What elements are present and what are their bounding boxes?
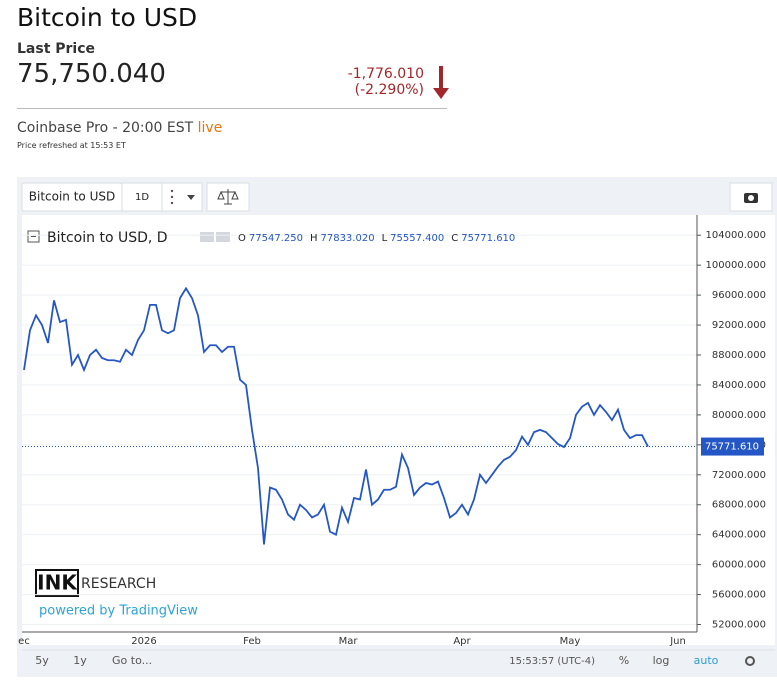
- range-button[interactable]: 5y: [35, 654, 49, 667]
- price-change-pct: (-2.290%): [354, 82, 424, 98]
- chart-area: [22, 215, 775, 645]
- interval-label: 1D: [135, 192, 149, 203]
- x-tick-label: Apr: [453, 636, 471, 647]
- price-change: -1,776.010: [347, 66, 424, 82]
- x-tick-label: ec: [18, 636, 30, 647]
- y-tick-label: 96000.000: [712, 290, 766, 301]
- dropdown-icon: [187, 195, 195, 200]
- y-tick-label: 84000.000: [712, 380, 766, 391]
- y-tick-label: 100000.000: [706, 260, 766, 271]
- header-divider: [17, 108, 447, 109]
- y-tick-label: 60000.000: [712, 560, 766, 571]
- x-tick-label: 2026: [131, 636, 156, 647]
- camera-lens: [748, 195, 754, 201]
- ohlc-value: 75771.610: [461, 233, 515, 244]
- y-tick-label: 80000.000: [712, 410, 766, 421]
- powered-by[interactable]: powered by TradingView: [39, 604, 198, 619]
- y-tick-label: 72000.000: [712, 470, 766, 481]
- log-button[interactable]: log: [653, 654, 670, 667]
- x-tick-label: May: [560, 636, 581, 647]
- live-status: live: [197, 120, 223, 136]
- last-price-label: Last Price: [17, 41, 96, 57]
- ohlc-key: L: [382, 233, 388, 244]
- y-tick-label: 64000.000: [712, 530, 766, 541]
- ohlc-key: H: [310, 233, 318, 244]
- ohlc-value: 77547.250: [249, 233, 303, 244]
- down-arrow: [433, 66, 449, 99]
- page-title: Bitcoin to USD: [17, 3, 198, 32]
- y-tick-label: 104000.000: [706, 230, 766, 241]
- legend-series: Bitcoin to USD, D: [47, 230, 168, 246]
- dot: [170, 195, 174, 199]
- price-line: [23, 286, 649, 545]
- source: Coinbase Pro - 20:00 EST: [17, 120, 194, 136]
- ohlc-key: O: [238, 233, 246, 244]
- refreshed: Price refreshed at 15:53 ET: [17, 141, 126, 150]
- x-tick-label: Mar: [339, 636, 359, 647]
- y-tick-label: 68000.000: [712, 500, 766, 511]
- source-line: Coinbase Pro - 20:00 EST live: [17, 120, 222, 136]
- clock: 15:53:57 (UTC-4): [509, 656, 595, 667]
- settings-icon[interactable]: [216, 232, 230, 242]
- y-tick-label: 92000.000: [712, 320, 766, 331]
- watermark-box: [35, 569, 79, 597]
- watermark-brand: INK: [37, 571, 78, 595]
- x-tick-label: Jun: [669, 636, 686, 647]
- scale-icon: [217, 189, 239, 205]
- auto-button[interactable]: auto: [694, 654, 719, 667]
- dot: [170, 201, 174, 205]
- x-tick-label: Feb: [243, 636, 261, 647]
- last-price-badge: [701, 437, 764, 456]
- arrow-shape: [433, 66, 449, 99]
- ohlc-key: C: [451, 233, 458, 244]
- percent-button[interactable]: %: [619, 654, 629, 667]
- range-button[interactable]: 1y: [73, 654, 87, 667]
- last-price: 75,750.040: [17, 59, 166, 89]
- dot: [170, 189, 174, 193]
- gear-icon[interactable]: [745, 656, 755, 666]
- y-tick-label: 56000.000: [712, 590, 766, 601]
- y-tick-label: 52000.000: [712, 620, 766, 631]
- goto-button[interactable]: Go to...: [112, 654, 152, 667]
- ohlc-value: 75557.400: [390, 233, 444, 244]
- eye-icon[interactable]: [200, 232, 214, 242]
- last-price-label: 75771.610: [705, 442, 759, 453]
- symbol-label: Bitcoin to USD: [29, 190, 115, 204]
- ohlc-value: 77833.020: [320, 233, 374, 244]
- menu-button[interactable]: [161, 182, 203, 212]
- watermark-suffix: RESEARCH: [81, 576, 156, 592]
- y-tick-label: 88000.000: [712, 350, 766, 361]
